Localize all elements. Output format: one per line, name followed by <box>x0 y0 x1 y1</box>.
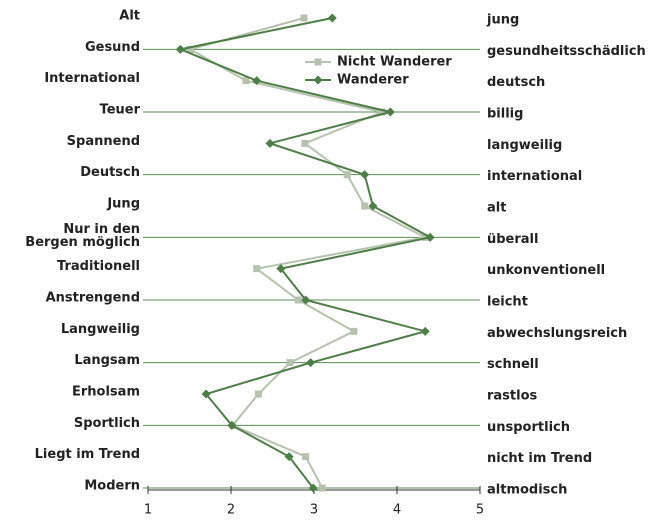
point <box>252 76 262 86</box>
left-label: Spannend <box>67 134 140 149</box>
left-label: Erholsam <box>72 385 140 400</box>
point <box>186 45 194 53</box>
point <box>276 264 286 274</box>
point <box>301 139 309 147</box>
point <box>286 359 294 367</box>
right-label: rastlos <box>487 389 538 404</box>
left-label: Teuer <box>100 103 141 118</box>
left-label: Gesund <box>85 40 140 55</box>
point <box>368 201 378 211</box>
point <box>242 77 250 85</box>
point <box>227 420 237 430</box>
point <box>175 44 185 54</box>
point <box>425 232 435 242</box>
series-line <box>187 17 429 489</box>
left-label: Alt <box>119 9 140 24</box>
right-label: abwechslungsreich <box>487 326 627 341</box>
right-label: international <box>487 169 582 184</box>
point <box>327 13 337 23</box>
x-tick-label: 1 <box>144 503 152 518</box>
right-label: unsportlich <box>487 420 570 435</box>
point <box>306 358 316 368</box>
left-label: Traditionell <box>57 259 140 274</box>
point <box>420 326 430 336</box>
point <box>201 389 211 399</box>
left-label: Sportlich <box>74 416 140 431</box>
left-label: Nur in den Bergen möglich <box>25 221 140 249</box>
point <box>314 58 322 66</box>
point <box>318 484 326 492</box>
right-label: leicht <box>487 295 528 310</box>
right-label: alt <box>487 201 506 216</box>
left-label: Deutsch <box>80 165 140 180</box>
point <box>343 171 351 179</box>
left-label: Liegt im Trend <box>35 447 140 462</box>
point <box>302 453 310 461</box>
right-label: altmodisch <box>487 483 567 498</box>
right-label: jung <box>486 13 519 28</box>
left-label: International <box>44 71 140 86</box>
right-label: langweilig <box>487 138 562 153</box>
right-label: billig <box>487 107 523 122</box>
left-label: Anstrengend <box>46 291 140 306</box>
point <box>294 296 302 304</box>
point <box>265 138 275 148</box>
legend-label: Nicht Wanderer <box>337 55 452 70</box>
left-label: Jung <box>106 197 140 212</box>
x-tick-label: 3 <box>310 503 318 518</box>
point <box>421 233 429 241</box>
right-label: schnell <box>487 357 539 372</box>
point <box>360 170 370 180</box>
series-line <box>176 17 434 489</box>
point <box>385 107 395 117</box>
point <box>253 265 261 273</box>
left-label: Langsam <box>74 353 140 368</box>
right-label: überall <box>487 232 538 247</box>
point <box>350 327 358 335</box>
right-label: unkonventionell <box>487 263 605 278</box>
right-label: deutsch <box>487 75 545 90</box>
x-tick-label: 4 <box>393 503 401 518</box>
point <box>378 108 386 116</box>
point <box>254 390 262 398</box>
left-label: Langweilig <box>61 322 140 337</box>
point <box>284 452 294 462</box>
point <box>361 202 369 210</box>
x-tick-label: 2 <box>227 503 235 518</box>
point <box>308 483 318 493</box>
legend-label: Wanderer <box>337 73 409 88</box>
left-label: Modern <box>84 479 140 494</box>
x-tick-label: 5 <box>476 503 484 518</box>
point <box>300 14 308 22</box>
point <box>301 295 311 305</box>
right-label: nicht im Trend <box>487 451 592 466</box>
right-label: gesundheitsschädlich <box>487 44 646 59</box>
point <box>313 75 323 85</box>
